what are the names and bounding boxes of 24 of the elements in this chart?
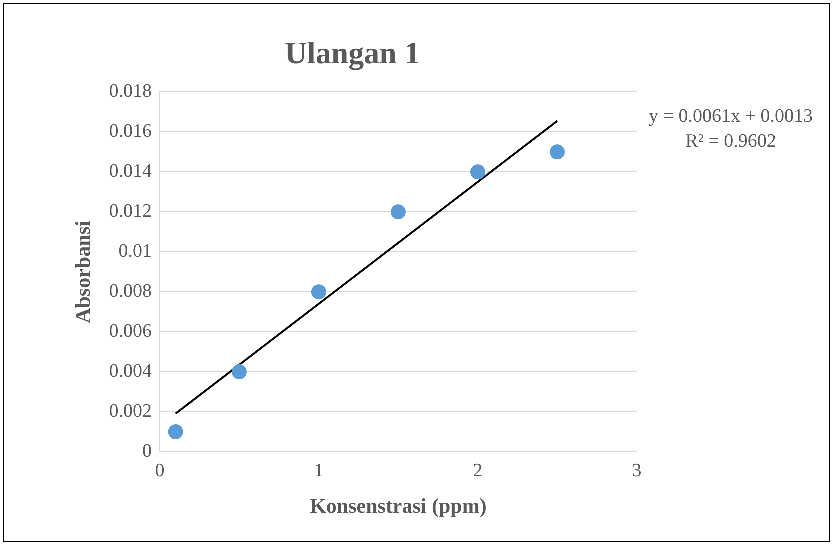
y-tick-label: 0.012 — [109, 201, 152, 222]
y-tick-label: 0 — [142, 440, 152, 462]
x-axis-title: Konsenstrasi (ppm) — [310, 494, 487, 518]
point — [168, 424, 184, 440]
y-tick-label: 0.006 — [109, 321, 152, 342]
y-tick-label: 0.01 — [118, 241, 152, 262]
text: y = 0.0061x + 0.0013 — [649, 106, 813, 127]
y-tick-label: 0.002 — [109, 401, 152, 422]
point — [311, 284, 326, 300]
y-tick-label: 0.014 — [109, 161, 152, 182]
y-tick-label: 0.004 — [109, 361, 152, 382]
y-tick-label: 0.018 — [109, 81, 152, 102]
x-tick-label: 2 — [473, 460, 483, 482]
y-tick-label: 0.008 — [109, 281, 152, 302]
point — [390, 204, 406, 220]
y-axis-title: Absorbansi — [71, 220, 96, 324]
point — [470, 164, 486, 180]
x-tick-label: 1 — [314, 460, 324, 482]
x-tick-label: 3 — [632, 460, 642, 482]
y-tick-label: 0.016 — [109, 121, 152, 142]
point — [232, 364, 247, 380]
text: R² = 0.9602 — [686, 130, 776, 152]
point — [550, 144, 565, 160]
chart-title: Ulangan 1 — [284, 36, 420, 71]
